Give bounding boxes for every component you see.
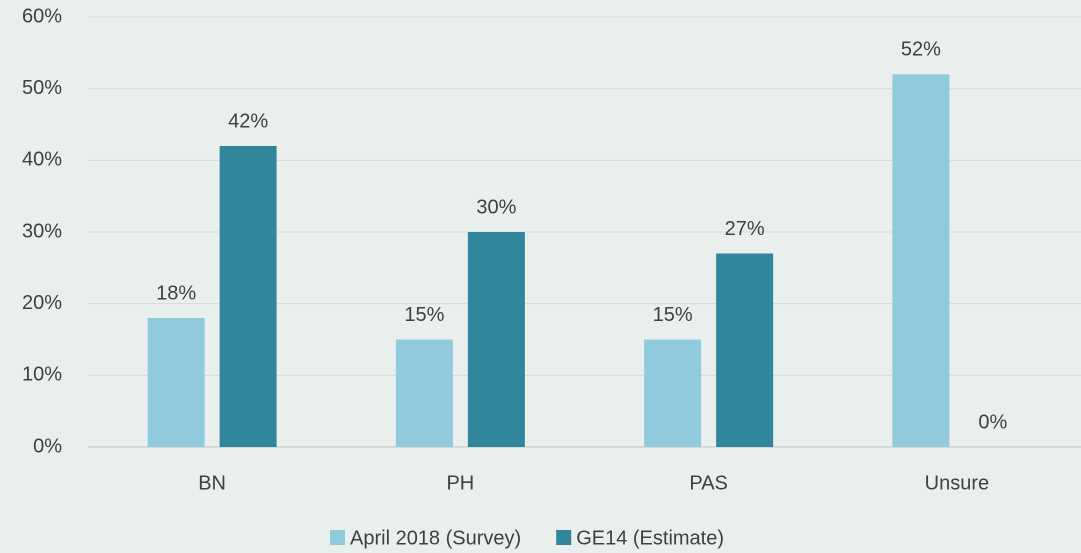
- x-tick-label: BN: [198, 472, 226, 494]
- legend-swatch: [330, 530, 345, 545]
- data-label: 18%: [156, 282, 196, 304]
- legend-label: GE14 (Estimate): [576, 527, 724, 549]
- bar: [147, 318, 205, 447]
- data-label: 30%: [476, 196, 516, 218]
- y-tick-label: 40%: [22, 149, 62, 171]
- bar: [219, 146, 277, 447]
- data-label: 42%: [228, 110, 268, 132]
- y-tick-label: 60%: [22, 5, 62, 27]
- bar: [395, 339, 453, 447]
- data-label: 0%: [978, 411, 1007, 433]
- bar: [892, 74, 950, 447]
- legend-label: April 2018 (Survey): [350, 527, 521, 549]
- x-tick-label: PH: [446, 472, 474, 494]
- bar: [467, 232, 525, 447]
- data-label: 15%: [404, 304, 444, 326]
- x-tick-label: Unsure: [925, 472, 989, 494]
- y-tick-label: 50%: [22, 77, 62, 99]
- bar: [644, 339, 702, 447]
- legend-swatch: [556, 530, 572, 545]
- y-tick-label: 30%: [22, 220, 62, 242]
- y-tick-label: 20%: [22, 292, 62, 314]
- data-label: 15%: [653, 304, 693, 326]
- bar: [716, 253, 774, 447]
- data-label: 52%: [901, 39, 941, 61]
- x-tick-label: PAS: [689, 472, 728, 494]
- y-tick-label: 10%: [22, 364, 62, 386]
- y-tick-label: 0%: [33, 435, 62, 457]
- data-label: 27%: [725, 218, 765, 240]
